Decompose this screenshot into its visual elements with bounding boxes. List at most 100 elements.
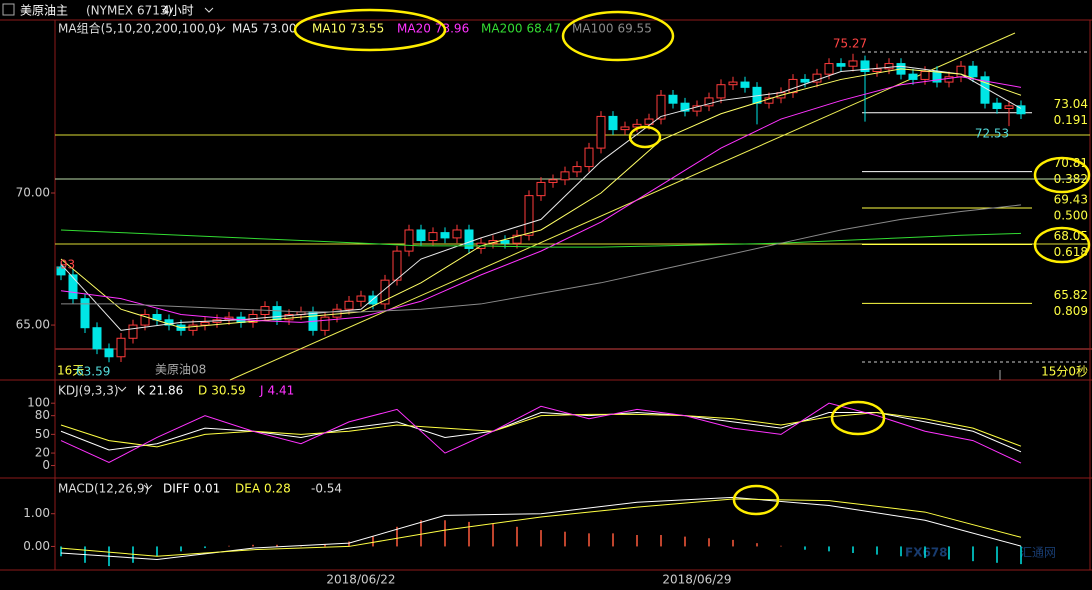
candle-body: [56, 266, 66, 276]
candle-body: [464, 229, 474, 249]
candle-body: [536, 181, 546, 197]
y-tick-label: 0.00: [23, 539, 50, 553]
candle-body: [620, 126, 630, 131]
candle-body: [68, 274, 78, 300]
y-tick-label: 80: [35, 408, 50, 422]
watermark: FX678: [905, 546, 948, 560]
annotation: 美原油08: [155, 363, 206, 377]
legend-value: 0.28: [264, 482, 291, 496]
legend-value: 68.47: [526, 22, 560, 36]
legend-value: 73.00: [262, 22, 296, 36]
candle-body: [692, 105, 702, 112]
chevron[interactable]: [204, 7, 214, 13]
line-series: [60, 76, 1022, 323]
candle-body: [608, 115, 618, 131]
y-tick-label: 100: [27, 396, 50, 410]
candle-body: [872, 68, 882, 73]
candle-body: [848, 60, 858, 67]
fib-ratio: 0.382: [1054, 172, 1088, 186]
legend-value: 4.41: [268, 384, 295, 398]
fib-price: 73.04: [1054, 97, 1088, 111]
candle-body: [80, 298, 90, 329]
line-series: [60, 412, 1022, 448]
y-tick-label: 20: [35, 446, 50, 460]
fib-price: 69.43: [1054, 193, 1088, 207]
candle-body: [356, 295, 366, 302]
annotation: 63.59: [76, 365, 110, 379]
fib-price: 70.81: [1054, 156, 1088, 170]
candle-body: [152, 313, 162, 321]
annotation: 15分0秒: [1041, 365, 1088, 379]
candle-body: [548, 179, 558, 183]
candle-body: [704, 97, 714, 107]
line-series: [60, 402, 1022, 464]
highlight-circle: [293, 8, 447, 52]
candle-body: [680, 102, 690, 112]
candle-body: [440, 232, 450, 239]
candle-body: [512, 234, 522, 244]
symbol: 美原油主: [20, 4, 68, 18]
candle-body: [332, 308, 342, 318]
x-tick-label: 2018/06/22: [326, 573, 395, 587]
candle-body: [500, 240, 510, 244]
highlight-circle: [732, 484, 780, 516]
line-series: [60, 498, 1022, 557]
icon[interactable]: [2, 3, 15, 16]
candle-body: [728, 81, 738, 86]
candle-body: [944, 76, 954, 83]
candle-body: [344, 300, 354, 310]
candle-body: [116, 337, 126, 358]
chevron[interactable]: [216, 26, 226, 32]
candle-body: [524, 195, 534, 236]
chart-title: MACD(12,26,9): [58, 482, 149, 496]
candle-body: [104, 348, 114, 358]
legend-name: MA100: [572, 22, 613, 36]
annotation: 72.53: [975, 127, 1009, 141]
chevron[interactable]: [143, 484, 153, 490]
line-series: [60, 68, 1022, 329]
watermark: 汇通网: [1020, 546, 1056, 560]
annotation: .93: [56, 258, 75, 272]
candle-body: [404, 229, 414, 252]
candle-body: [272, 306, 282, 321]
y-tick-label: 0: [42, 458, 50, 472]
candle-body: [1016, 105, 1026, 115]
legend-name: MA200: [481, 22, 522, 36]
highlight-circle: [561, 10, 675, 62]
chart-title: MA组合(5,10,20,200,100,0): [58, 21, 221, 36]
drawn-lines: [55, 32, 1090, 381]
x-tick-label: 2018/06/29: [662, 573, 731, 587]
candle-body: [416, 229, 426, 242]
legend-value: 69.55: [617, 22, 651, 36]
period[interactable]: 4小时: [162, 4, 194, 18]
legend-name: DEA: [235, 482, 261, 496]
chevron[interactable]: [117, 386, 127, 392]
y-tick-label: 50: [35, 427, 50, 441]
y-tick-label: 1.00: [23, 506, 50, 520]
candle-body: [140, 313, 150, 326]
highlight-circle: [830, 400, 886, 436]
candle-body: [644, 118, 654, 125]
legend-name: J: [259, 384, 264, 398]
candle-body: [716, 84, 726, 99]
legend-name: MA5: [232, 22, 258, 36]
candle-body: [824, 63, 834, 75]
candle-body: [320, 316, 330, 331]
candle-body: [800, 78, 810, 83]
candle-body: [560, 171, 570, 181]
fib-ratio: 0.191: [1054, 113, 1088, 127]
legend-value: 0.01: [194, 482, 221, 496]
candle-body: [428, 232, 438, 242]
code: (NYMEX 6713): [86, 4, 172, 18]
candle-body: [836, 63, 846, 67]
candle-body: [572, 166, 582, 173]
chart-title: KDJ(9,3,3): [58, 384, 119, 398]
candle-body: [860, 60, 870, 73]
candle-body: [128, 324, 138, 339]
legend-name: MA20: [397, 22, 431, 36]
y-tick-label: 65.00: [16, 318, 50, 332]
legend-name: D: [198, 384, 207, 398]
